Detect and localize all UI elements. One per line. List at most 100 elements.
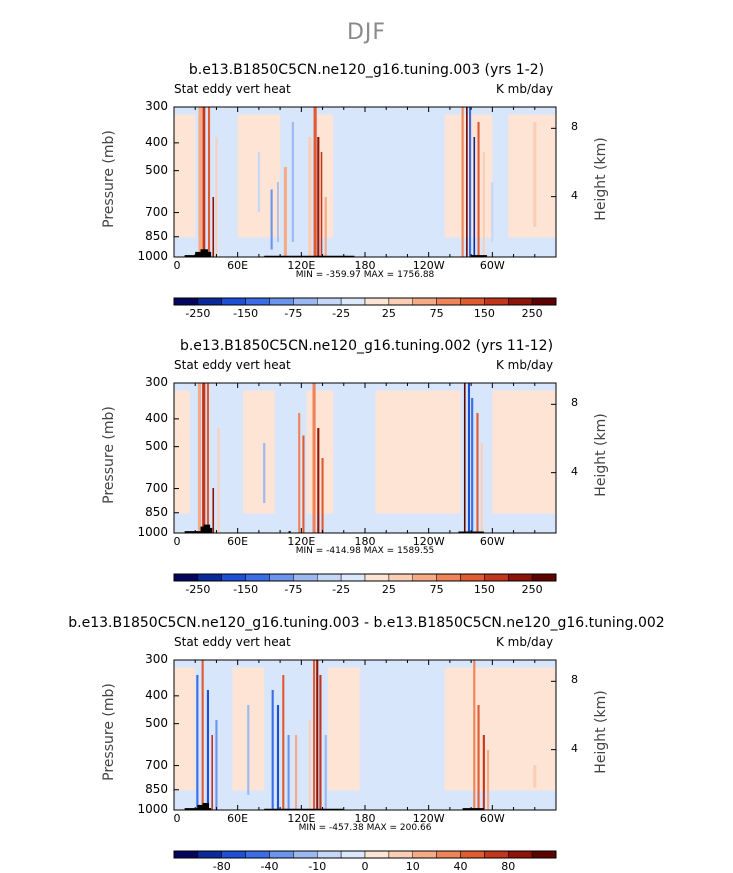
colorbar-frame: [173, 573, 557, 582]
topography: [471, 255, 488, 257]
y2-axis-label: Height (km): [593, 413, 609, 497]
contour-band: [277, 182, 279, 242]
contour-band: [308, 137, 312, 257]
contour-band: [206, 383, 210, 533]
contour-band: [319, 675, 322, 810]
x-tick-label: 60W: [479, 259, 505, 272]
colorbar-swatch: [412, 297, 437, 306]
contour-band: [202, 383, 206, 533]
colorbar-frame: [173, 850, 557, 859]
contour-band: [198, 107, 203, 257]
colorbar-swatch: [460, 573, 485, 582]
colorbar-swatch: [531, 573, 557, 582]
colorbar-swatch: [173, 573, 199, 582]
y-tick-label: 300: [145, 375, 168, 389]
x-tick-label: 60E: [227, 535, 249, 548]
colorbar-swatch: [364, 573, 390, 582]
colorbar-swatch: [197, 850, 222, 859]
y-tick-label: 400: [145, 687, 168, 702]
contour-band: [257, 152, 260, 212]
colorbar-swatch: [317, 850, 342, 859]
colorbar-swatch: [293, 573, 318, 582]
x-tick-label: 60W: [479, 535, 505, 548]
heatmap-plot: [173, 659, 557, 811]
positive-region: [444, 667, 556, 791]
contour-band: [298, 413, 301, 533]
colorbar-swatch: [364, 850, 390, 859]
y2-axis-label: Height (km): [593, 137, 609, 221]
colorbar-label: 40: [453, 860, 468, 873]
contour-band: [471, 398, 474, 533]
colorbar-swatch: [436, 297, 461, 306]
figure-title: DJF: [346, 20, 387, 45]
colorbar: [173, 297, 557, 306]
y-axis-label: Pressure (mb): [101, 683, 117, 781]
colorbar-swatch: [269, 850, 294, 859]
y-tick-label: 500: [145, 438, 168, 453]
positive-region: [242, 390, 275, 514]
contour-band: [197, 383, 202, 533]
contour-band: [316, 660, 319, 810]
colorbar-label: 80: [501, 860, 516, 873]
positive-region: [174, 114, 196, 238]
contour-band: [477, 122, 480, 257]
contour-band: [270, 189, 273, 250]
contour-band: [291, 122, 294, 242]
y2-tick-label: 4: [571, 464, 578, 478]
contour-band: [287, 735, 290, 810]
contour-band: [324, 197, 327, 257]
contour-band: [215, 720, 218, 810]
y2-tick-label: 4: [571, 741, 578, 755]
topography: [203, 524, 211, 533]
colorbar-swatch: [388, 297, 413, 306]
panel-title: b.e13.B1850C5CN.ne120_g16.tuning.003 - b…: [68, 615, 665, 631]
colorbar-label: -250: [185, 583, 211, 596]
contour-band: [482, 735, 485, 810]
heatmap-background: [174, 107, 556, 257]
y-tick-label: 850: [145, 228, 168, 243]
y-tick-label: 400: [145, 410, 168, 425]
x-tick-label: 120E: [287, 812, 316, 825]
x-tick-label: 120E: [287, 259, 316, 272]
positive-region: [492, 390, 556, 514]
x-tick-label: 120W: [412, 535, 445, 548]
colorbar-swatch: [531, 297, 557, 306]
contour-band: [276, 705, 280, 810]
colorbar-swatch: [460, 297, 485, 306]
colorbar-swatch: [269, 297, 294, 306]
x-tick-label: 60W: [479, 812, 505, 825]
contour-band: [321, 458, 324, 533]
colorbar-label: -80: [212, 860, 231, 873]
contour-band: [215, 137, 218, 257]
contour-band: [466, 107, 468, 257]
contour-band: [473, 660, 476, 810]
colorbar-swatch: [245, 297, 270, 306]
contour-band: [313, 660, 316, 810]
contour-band: [320, 152, 323, 257]
y-tick-label: 700: [145, 480, 168, 495]
x-tick-label: 0: [173, 812, 181, 825]
y-axis-label: Pressure (mb): [101, 130, 117, 228]
colorbar-swatch: [293, 850, 318, 859]
colorbar-swatch: [221, 297, 246, 306]
colorbar-swatch: [221, 573, 246, 582]
y-tick-label: 700: [145, 757, 168, 772]
colorbar-label: -40: [260, 860, 279, 873]
colorbar-label: 150: [473, 307, 495, 320]
colorbar-swatch: [197, 573, 222, 582]
contour-band: [463, 383, 466, 533]
colorbar-frame: [173, 297, 557, 306]
colorbar-label: 0: [361, 860, 369, 873]
units-label: K mb/day: [496, 635, 554, 649]
contour-band: [312, 383, 316, 533]
x-tick-label: 60E: [227, 259, 249, 272]
x-tick-label: 120W: [412, 259, 445, 272]
colorbar: [173, 573, 557, 582]
topography: [462, 808, 484, 810]
contour-band: [201, 660, 204, 810]
minmax-label: MIN = -359.97 MAX = 1756.88: [295, 270, 435, 280]
contour-band: [212, 197, 215, 257]
positive-region: [174, 667, 196, 791]
x-tick-label: 0: [173, 259, 181, 272]
contour-band: [461, 107, 464, 257]
